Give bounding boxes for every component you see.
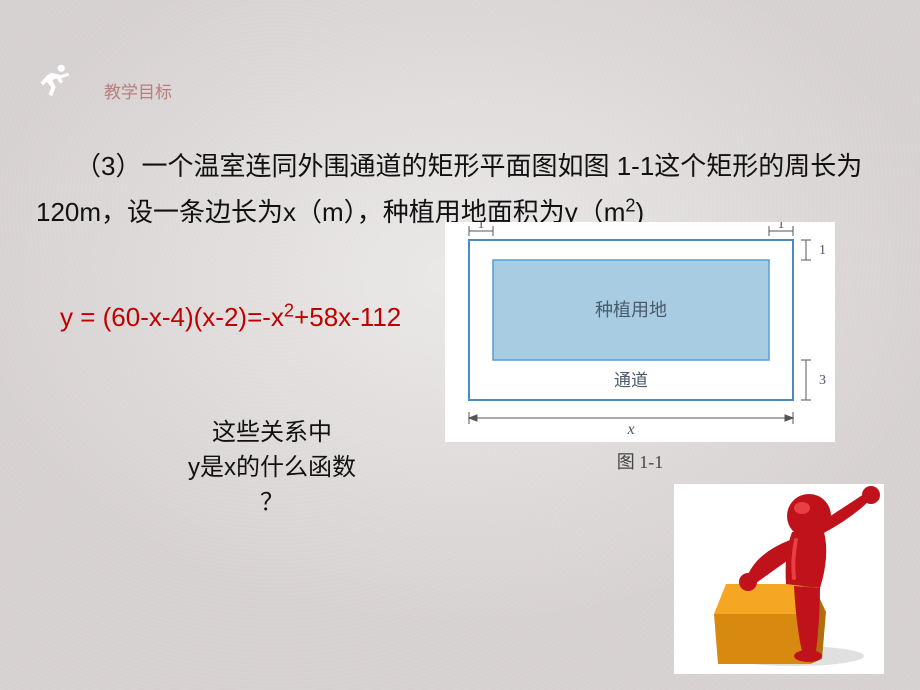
runner-svg: [36, 62, 72, 98]
section-label: 教学目标: [104, 82, 174, 104]
problem-part1: （3）一个温室连同外围通道的矩形平面图如图 1-1这个矩形的周长为 120m，设…: [36, 151, 862, 227]
diagram-caption: 图 1-1: [445, 448, 835, 474]
inner-label: 种植用地: [595, 300, 667, 320]
dim-top-left: 1: [478, 222, 485, 232]
dim-bot-right: 3: [819, 373, 826, 388]
dim-top-right-b: 1: [819, 243, 826, 258]
runner-icon: [36, 62, 72, 98]
figure-svg: [674, 484, 884, 674]
diagram-svg: 1 1 1 3 种植用地 通道: [445, 222, 835, 442]
question-line2: y是x的什么函数: [142, 451, 402, 486]
equation-part1: y = (60-x-4)(x-2)=-x: [60, 302, 284, 332]
equation-text: y = (60-x-4)(x-2)=-x2+58x-112: [60, 298, 401, 337]
x-label: x: [626, 421, 634, 438]
problem-sup1: 2: [625, 195, 635, 215]
presenter-figure: [674, 484, 884, 674]
equation-sup1: 2: [284, 300, 294, 320]
greenhouse-diagram: 1 1 1 3 种植用地 通道: [445, 222, 835, 442]
problem-indent: [36, 151, 88, 181]
equation-part2: +58x-112: [294, 302, 401, 332]
path-label: 通道: [614, 371, 648, 390]
question-text: 这些关系中 y是x的什么函数 ？: [142, 416, 402, 520]
question-line1: 这些关系中: [142, 416, 402, 451]
question-line3: ？: [142, 486, 402, 521]
dim-top-right-a: 1: [778, 222, 785, 232]
